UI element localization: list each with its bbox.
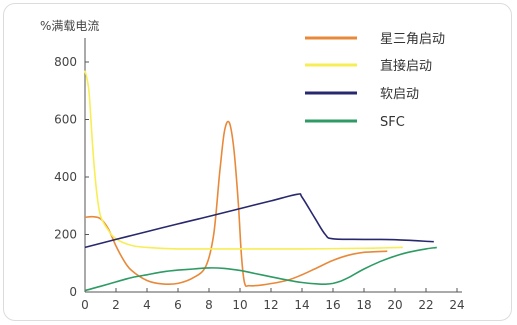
legend-entry-soft-label: 软启动 [380,87,419,102]
legend-entry-direct-label: 直接启动 [380,58,432,74]
x-tick-label: 0 [81,298,89,312]
y-tick-label: 400 [54,170,77,184]
x-tick-label: 14 [294,298,309,312]
x-tick-label: 16 [325,298,340,312]
series-line-sfc [84,246,437,292]
legend-entry-star-delta-label: 星三角启动 [380,32,445,47]
x-tick-label: 10 [232,298,247,312]
x-tick-label: 22 [418,298,433,312]
x-tick-label: 2 [112,298,120,312]
y-tick-label: 0 [69,285,77,299]
x-tick-label: 4 [143,298,151,312]
x-tick-label: 6 [174,298,182,312]
chart-card [3,3,512,321]
series-line-star-delta [84,120,388,287]
legend-entry-sfc-label: SFC [380,115,405,130]
x-tick-label: 24 [449,298,464,312]
x-tick-label: 12 [263,298,278,312]
y-tick-label: 800 [54,55,77,69]
x-tick-label: 8 [205,298,213,312]
y-tick-label: 200 [54,228,77,242]
x-tick-label: 18 [356,298,371,312]
y-axis-label: %满载电流 [40,19,99,33]
y-tick-label: 600 [54,113,77,127]
series-line-direct [84,70,403,250]
x-tick-label: 20 [387,298,402,312]
series-line-soft [84,193,434,249]
